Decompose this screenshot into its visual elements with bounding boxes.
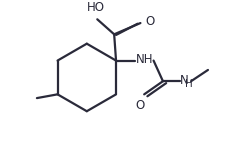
Text: H: H [185, 79, 192, 89]
Text: N: N [179, 74, 188, 87]
Text: NH: NH [135, 53, 153, 66]
Text: HO: HO [87, 1, 105, 14]
Text: O: O [144, 15, 154, 28]
Text: O: O [135, 99, 144, 112]
